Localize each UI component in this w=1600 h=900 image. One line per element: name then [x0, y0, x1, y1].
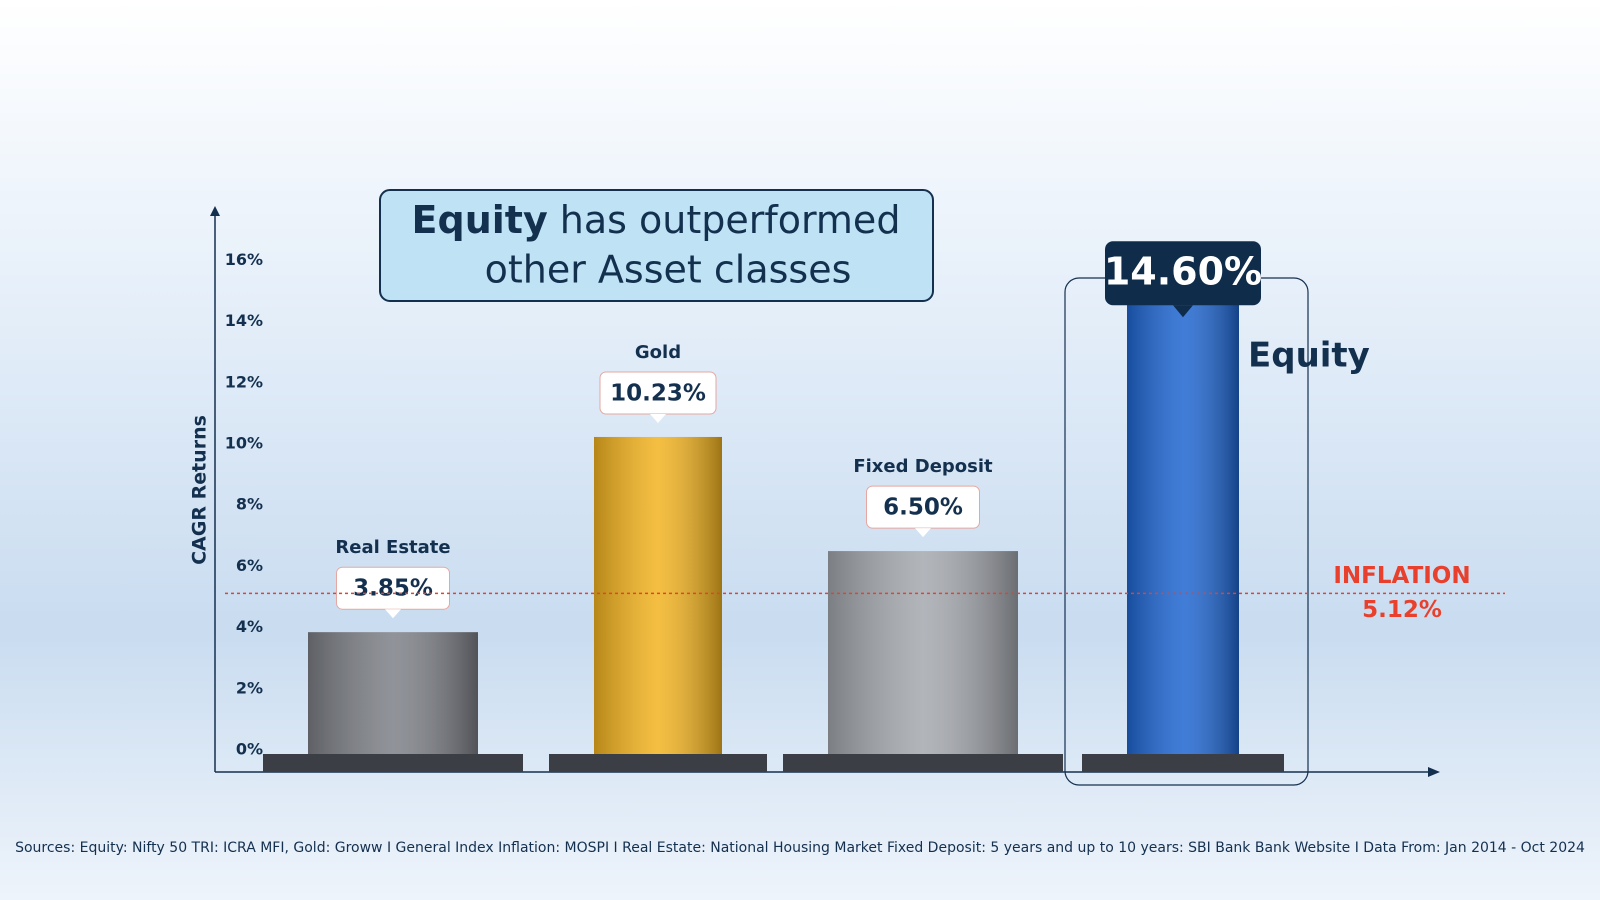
title-emphasis: Equity: [412, 198, 548, 242]
value-label-box: [1105, 241, 1261, 306]
plinth: [783, 754, 1063, 772]
reference-label: INFLATION: [1333, 563, 1470, 589]
bar-shade: [1127, 303, 1239, 754]
y-tick-label: 6%: [236, 556, 263, 575]
value-label: 3.85%: [353, 576, 433, 602]
reference-value: 5.12%: [1362, 597, 1442, 623]
bar-shade: [828, 551, 1018, 754]
y-tick-label: 10%: [225, 434, 263, 453]
y-tick-label: 0%: [236, 740, 263, 759]
category-label: Real Estate: [335, 537, 450, 558]
y-tick-label: 12%: [225, 372, 263, 391]
y-tick-label: 16%: [225, 250, 263, 269]
title-box: [379, 189, 934, 302]
x-arrow: [1428, 767, 1440, 777]
y-axis-label: CAGR Returns: [189, 415, 211, 565]
category-label: Equity: [1248, 336, 1370, 376]
chart-title: Equity has outperformed: [412, 198, 901, 242]
y-tick-label: 14%: [225, 311, 263, 330]
plinth: [263, 754, 523, 772]
plinth: [549, 754, 767, 772]
value-label: 10.23%: [610, 380, 706, 406]
title-rest: has outperformed: [560, 198, 901, 242]
bar-shade: [308, 632, 478, 754]
y-tick-label: 2%: [236, 678, 263, 697]
value-label-box: [866, 485, 980, 529]
category-label: Fixed Deposit: [853, 456, 993, 477]
chart-title-line2: other Asset classes: [485, 248, 852, 292]
y-tick-label: 8%: [236, 495, 263, 514]
source-note: Sources: Equity: Nifty 50 TRI: ICRA MFI,…: [15, 840, 1585, 856]
y-arrow: [210, 206, 220, 216]
category-label: Gold: [635, 342, 681, 363]
value-label-pointer: [915, 528, 931, 538]
value-label: 14.60%: [1104, 250, 1262, 294]
bar-shade: [594, 436, 722, 754]
plinth: [1082, 754, 1284, 772]
value-label-pointer: [650, 413, 666, 423]
y-tick-label: 4%: [236, 617, 263, 636]
value-label: 6.50%: [883, 495, 963, 521]
value-label-pointer: [1173, 305, 1193, 318]
value-label-pointer: [385, 609, 401, 619]
